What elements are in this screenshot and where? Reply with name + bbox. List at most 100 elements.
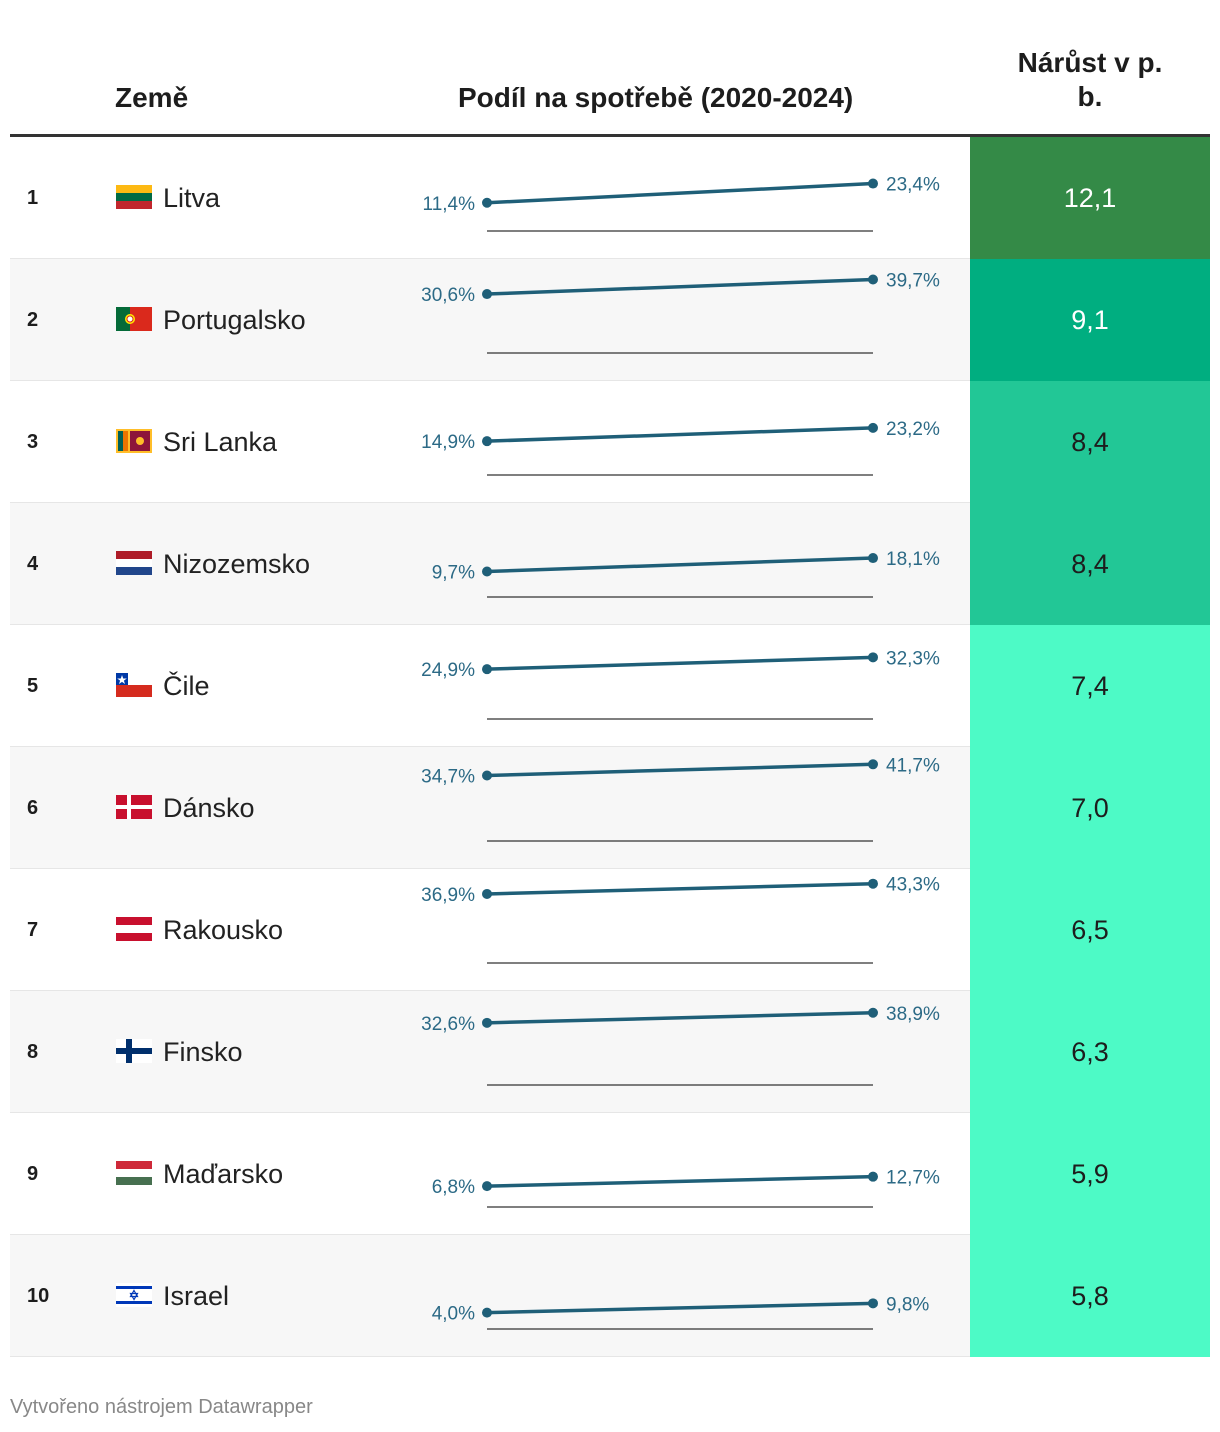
end-value-label: 41,7% [886,755,940,776]
end-value-label: 12,7% [886,1168,940,1189]
table-row: 5 Čile 24,9% 32,3% 7,4 [10,625,1210,747]
finland-flag-icon [116,1039,152,1063]
country-name: Litva [163,183,221,213]
start-value-label: 6,8% [432,1177,475,1198]
sparkline-start-point [482,1307,492,1318]
growth-value: 9,1 [970,259,1210,381]
end-value-label: 39,7% [886,270,940,291]
rank-number: 2 [27,309,39,331]
share-sparkline: 4,0% 9,8% [432,1294,929,1330]
table-row: 4 Nizozemsko 9,7% 18,1% 8,4 [10,503,1210,625]
lithuania-flag-icon [116,185,152,209]
share-sparkline: 14,9% 23,2% [421,419,940,476]
start-value-label: 14,9% [421,432,475,453]
end-value-label: 43,3% [886,875,940,896]
end-value-label: 18,1% [886,549,940,570]
sparkline-line [486,881,874,896]
sparkline-end-point [868,652,878,663]
sparkline-start-point [482,664,492,675]
sparkline-start-point [482,289,492,300]
netherlands-flag-icon [116,551,152,575]
sparkline-line [486,1011,874,1025]
table-row: 2 Portugalsko 30,6% 39,7% 9,1 [10,259,1210,381]
rank-number: 10 [27,1285,50,1307]
sparkline-end-point [868,553,878,564]
table-row: 1 Litva 11,4% 23,4% 12,1 [10,137,1210,259]
country-name: Maďarsko [163,1159,284,1189]
end-value-label: 9,8% [886,1294,929,1315]
rank-number: 9 [27,1163,39,1185]
table-row: 10 Israel 4,0% 9,8% 5,8 [10,1235,1210,1357]
austria-flag-icon [116,917,152,941]
country-name: Sri Lanka [163,427,278,457]
table-row: 7 Rakousko 36,9% 43,3% 6,5 [10,869,1210,991]
footer-credit[interactable]: Vytvořeno nástrojem Datawrapper [10,1396,313,1418]
country-name: Portugalsko [163,305,306,335]
sparkline-line [486,556,874,574]
sparkline-end-point [868,1298,878,1309]
sparkline-end-point [868,759,878,770]
rank-number: 1 [27,187,39,209]
sparkline-start-point [482,436,492,447]
sparkline-start-point [482,770,492,781]
rank-number: 8 [27,1041,39,1063]
sparkline-start-point [482,197,492,208]
share-sparkline: 30,6% 39,7% [421,270,940,354]
growth-value: 8,4 [970,381,1210,503]
rank-number: 3 [27,431,39,453]
sparkline-line [486,1301,874,1315]
start-value-label: 4,0% [432,1304,475,1325]
sparkline-end-point [868,1171,878,1182]
growth-value: 5,8 [970,1235,1210,1357]
share-sparkline: 34,7% 41,7% [421,755,940,842]
share-sparkline: 32,6% 38,9% [421,1004,940,1086]
sparkline-line [486,655,874,671]
start-value-label: 30,6% [421,285,475,306]
sri-lanka-flag-icon [116,429,152,453]
sparkline-line [486,277,874,296]
israel-flag-icon [116,1283,152,1307]
table-row: 9 Maďarsko 6,8% 12,7% 5,9 [10,1113,1210,1235]
sparkline-end-point [868,274,878,285]
header-growth-line2: b. [1077,81,1103,112]
sparkline-line [486,181,874,205]
end-value-label: 32,3% [886,648,940,669]
share-sparkline: 24,9% 32,3% [421,648,940,720]
start-value-label: 9,7% [432,562,475,583]
sparkline-start-point [482,888,492,899]
country-name: Israel [163,1281,230,1311]
portugal-flag-icon [116,307,152,331]
denmark-flag-icon [116,795,152,819]
country-name: Dánsko [163,793,255,823]
header-growth: Nárůst v p. b. [970,46,1210,114]
sparkline-start-point [482,1181,492,1192]
country-name: Nizozemsko [163,549,311,579]
country-name: Rakousko [163,915,284,945]
country-name: Čile [163,671,210,701]
share-sparkline: 36,9% 43,3% [421,875,940,964]
sparkline-end-point [868,878,878,889]
share-sparkline: 11,4% 23,4% [423,175,940,232]
sparkline-line [486,762,874,778]
hungary-flag-icon [116,1161,152,1185]
sparkline-end-point [868,178,878,189]
start-value-label: 32,6% [421,1014,475,1035]
sparkline-start-point [482,1017,492,1028]
end-value-label: 23,4% [886,175,940,196]
table-header: Země Podíl na spotřebě (2020-2024) Nárůs… [10,0,1210,137]
end-value-label: 38,9% [886,1004,940,1025]
rank-number: 4 [27,553,39,575]
table-body: 1 Litva 11,4% 23,4% 12,1 2 Portugalsko 30,6% 39,… [10,137,1210,1357]
country-name: Finsko [163,1037,243,1067]
growth-value: 12,1 [970,137,1210,259]
data-table: Země Podíl na spotřebě (2020-2024) Nárůs… [10,0,1210,1357]
start-value-label: 36,9% [421,885,475,906]
share-sparkline: 6,8% 12,7% [432,1168,940,1208]
sparkline-start-point [482,566,492,577]
growth-value: 5,9 [970,1113,1210,1235]
header-growth-line1: Nárůst v p. [1017,47,1163,78]
header-share: Podíl na spotřebě (2020-2024) [458,82,854,113]
sparkline-line [486,426,874,443]
table-row: 6 Dánsko 34,7% 41,7% 7,0 [10,747,1210,869]
start-value-label: 11,4% [423,194,476,215]
